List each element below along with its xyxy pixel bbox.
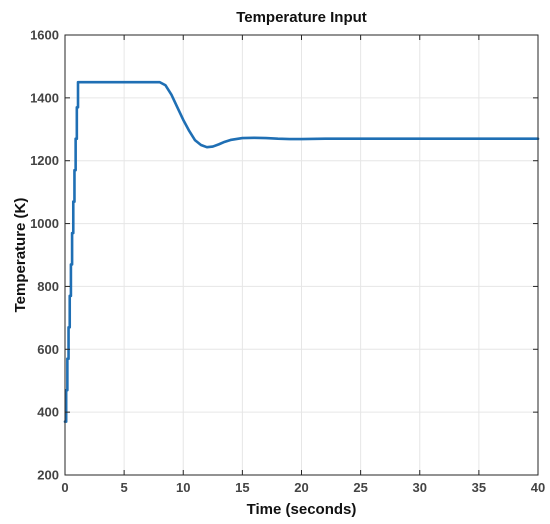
series-line-0 xyxy=(63,80,540,423)
x-tick-label: 0 xyxy=(61,480,68,495)
grid xyxy=(65,35,538,475)
y-tick-label: 1400 xyxy=(30,90,59,105)
x-tick-label: 25 xyxy=(353,480,367,495)
x-tick-label: 30 xyxy=(413,480,427,495)
y-tick-label: 200 xyxy=(37,468,59,483)
x-tick-label: 5 xyxy=(121,480,128,495)
x-tick-label: 20 xyxy=(294,480,308,495)
ticks: 0 5 10 15 20 25 30 35 40 200 400 600 800 1000 1200 1400… xyxy=(30,28,545,496)
y-tick-label: 600 xyxy=(37,342,59,357)
y-axis-label: Temperature (K) xyxy=(12,198,29,313)
y-tick-label: 400 xyxy=(37,405,59,420)
y-tick-label: 800 xyxy=(37,279,59,294)
chart-title: Temperature Input xyxy=(236,9,367,26)
y-tick-label: 1600 xyxy=(30,28,59,43)
y-tick-label: 1200 xyxy=(30,153,59,168)
x-tick-label: 15 xyxy=(235,480,249,495)
x-tick-label: 10 xyxy=(176,480,190,495)
y-tick-label: 1000 xyxy=(30,216,59,231)
x-axis-label: Time (seconds) xyxy=(247,501,357,518)
x-tick-label: 35 xyxy=(472,480,486,495)
x-tick-label: 40 xyxy=(531,480,545,495)
series-layer xyxy=(63,80,540,423)
